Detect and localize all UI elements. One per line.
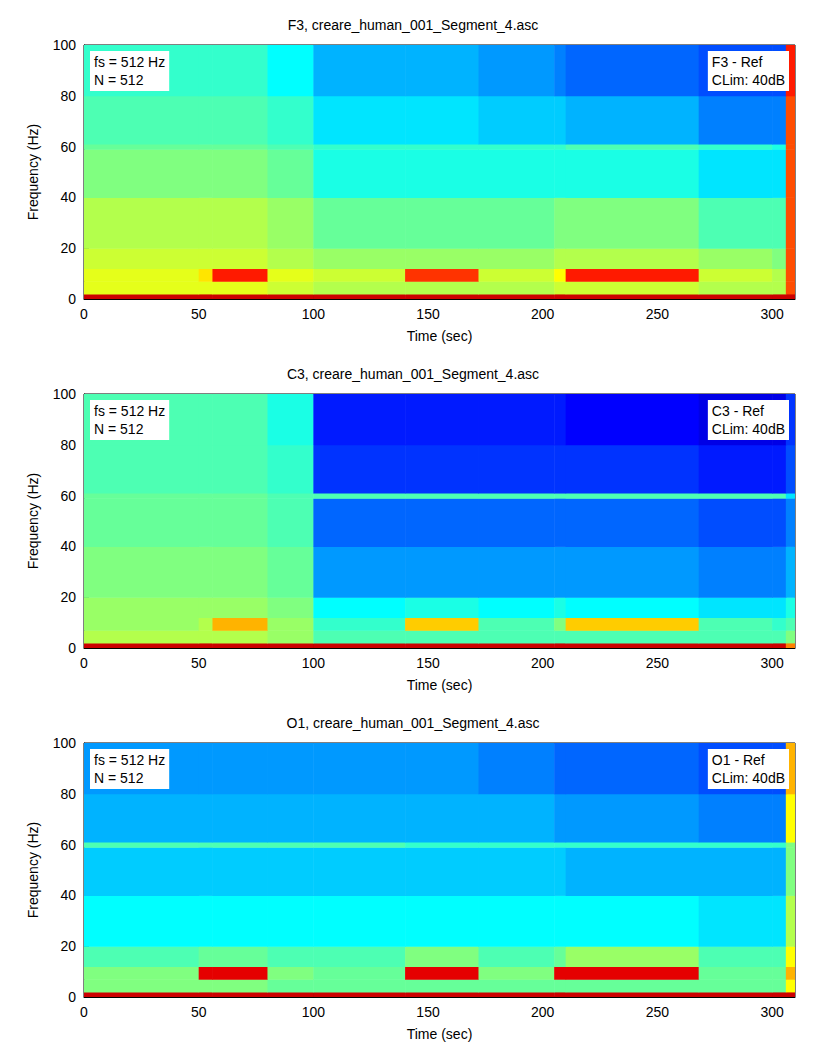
svg-text:100: 100: [53, 386, 77, 402]
svg-text:40: 40: [60, 538, 76, 554]
svg-text:C3 - Ref: C3 - Ref: [712, 403, 764, 419]
svg-text:100: 100: [53, 735, 77, 751]
svg-text:Time (sec): Time (sec): [407, 677, 473, 693]
svg-text:300: 300: [760, 306, 784, 322]
svg-text:80: 80: [60, 786, 76, 802]
svg-text:N = 512: N = 512: [94, 72, 144, 88]
svg-text:N = 512: N = 512: [94, 770, 144, 786]
svg-text:Time (sec): Time (sec): [407, 1026, 473, 1042]
svg-text:40: 40: [60, 189, 76, 205]
svg-text:20: 20: [60, 589, 76, 605]
svg-text:0: 0: [68, 989, 76, 1005]
svg-text:300: 300: [760, 655, 784, 671]
svg-text:150: 150: [416, 1004, 440, 1020]
svg-text:60: 60: [60, 837, 76, 853]
svg-text:40: 40: [60, 887, 76, 903]
svg-text:100: 100: [302, 306, 326, 322]
svg-text:100: 100: [53, 37, 77, 53]
svg-text:C3, creare_human_001_Segment_4: C3, creare_human_001_Segment_4.asc: [287, 366, 539, 382]
svg-text:100: 100: [302, 1004, 326, 1020]
svg-text:20: 20: [60, 240, 76, 256]
svg-text:F3, creare_human_001_Segment_4: F3, creare_human_001_Segment_4.asc: [288, 17, 539, 33]
svg-text:80: 80: [60, 437, 76, 453]
svg-text:60: 60: [60, 139, 76, 155]
svg-text:Time (sec): Time (sec): [407, 328, 473, 344]
svg-text:200: 200: [531, 655, 555, 671]
svg-text:fs = 512 Hz: fs = 512 Hz: [94, 403, 165, 419]
svg-text:60: 60: [60, 488, 76, 504]
svg-text:CLim: 40dB: CLim: 40dB: [712, 421, 785, 437]
svg-text:150: 150: [416, 306, 440, 322]
svg-text:CLim: 40dB: CLim: 40dB: [712, 72, 785, 88]
svg-text:0: 0: [80, 1004, 88, 1020]
svg-text:200: 200: [531, 306, 555, 322]
svg-text:F3 - Ref: F3 - Ref: [712, 54, 763, 70]
svg-text:N = 512: N = 512: [94, 421, 144, 437]
svg-text:50: 50: [191, 655, 207, 671]
svg-text:O1 - Ref: O1 - Ref: [712, 752, 765, 768]
svg-text:0: 0: [80, 655, 88, 671]
svg-text:300: 300: [760, 1004, 784, 1020]
svg-text:250: 250: [646, 306, 670, 322]
svg-text:250: 250: [646, 1004, 670, 1020]
svg-text:Frequency (Hz): Frequency (Hz): [25, 473, 41, 569]
svg-text:Frequency (Hz): Frequency (Hz): [25, 124, 41, 220]
svg-text:80: 80: [60, 88, 76, 104]
svg-text:CLim: 40dB: CLim: 40dB: [712, 770, 785, 786]
svg-text:150: 150: [416, 655, 440, 671]
svg-text:50: 50: [191, 306, 207, 322]
svg-text:0: 0: [68, 291, 76, 307]
svg-text:Frequency (Hz): Frequency (Hz): [25, 822, 41, 918]
svg-text:50: 50: [191, 1004, 207, 1020]
svg-text:100: 100: [302, 655, 326, 671]
svg-text:250: 250: [646, 655, 670, 671]
svg-text:fs = 512 Hz: fs = 512 Hz: [94, 54, 165, 70]
svg-text:0: 0: [80, 306, 88, 322]
svg-text:200: 200: [531, 1004, 555, 1020]
svg-text:0: 0: [68, 640, 76, 656]
svg-text:fs = 512 Hz: fs = 512 Hz: [94, 752, 165, 768]
svg-text:20: 20: [60, 938, 76, 954]
svg-text:O1, creare_human_001_Segment_4: O1, creare_human_001_Segment_4.asc: [287, 715, 540, 731]
